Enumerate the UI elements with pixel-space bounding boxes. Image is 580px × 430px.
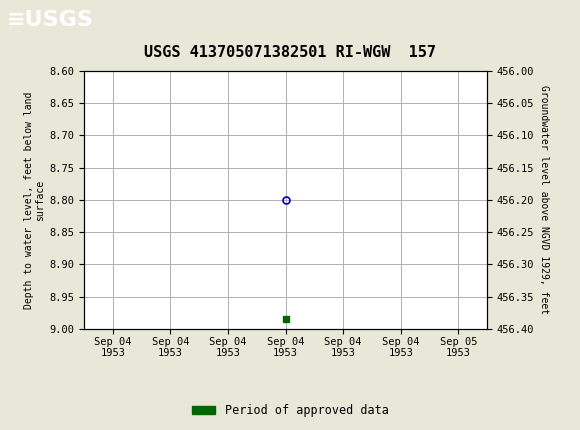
Y-axis label: Groundwater level above NGVD 1929, feet: Groundwater level above NGVD 1929, feet [539,86,549,314]
Legend: Period of approved data: Period of approved data [187,399,393,422]
Text: ≡USGS: ≡USGS [7,10,94,31]
Y-axis label: Depth to water level, feet below land
surface: Depth to water level, feet below land su… [24,91,45,309]
Text: USGS 413705071382501 RI-WGW  157: USGS 413705071382501 RI-WGW 157 [144,45,436,60]
